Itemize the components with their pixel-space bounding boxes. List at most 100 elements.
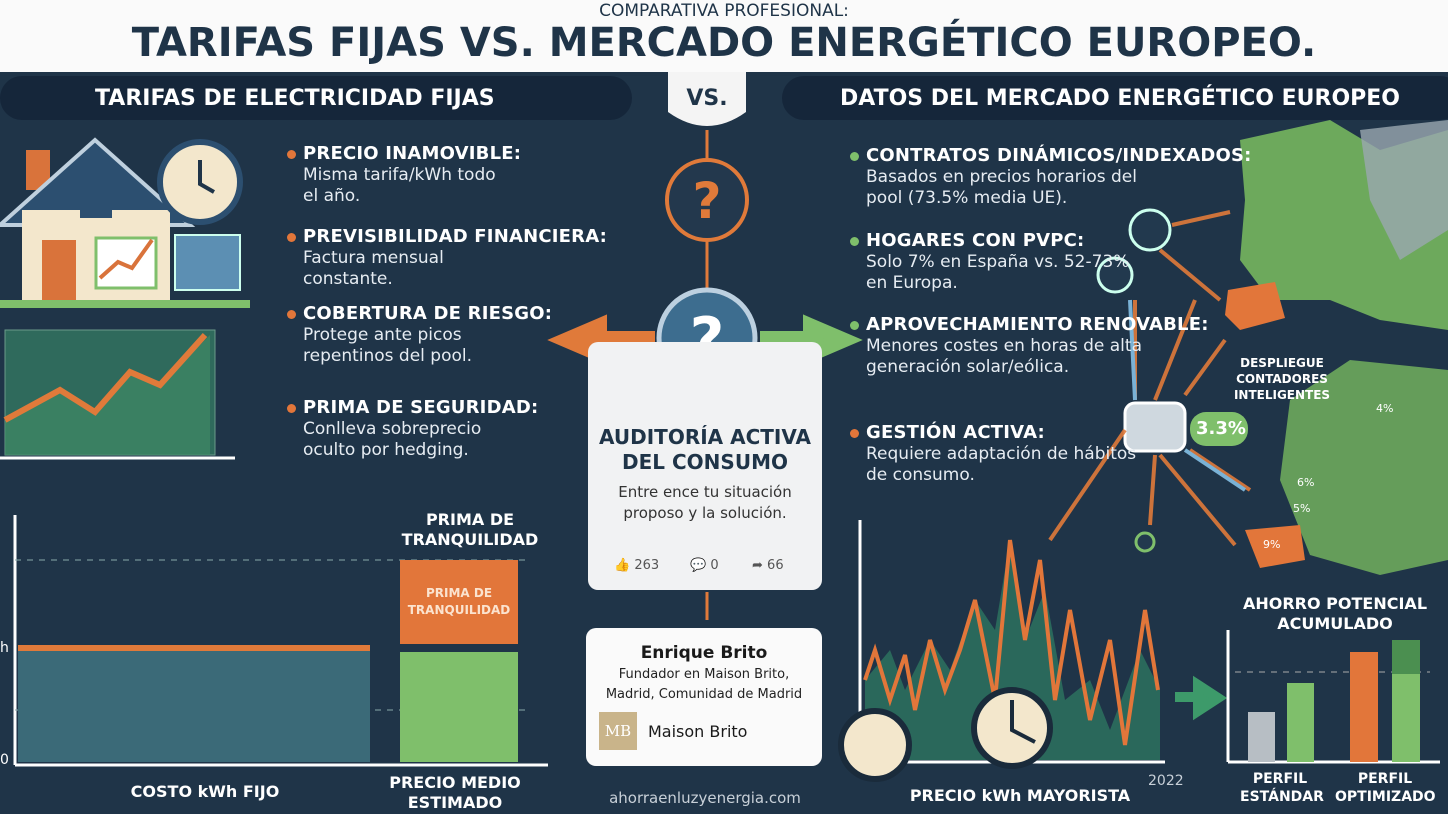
right-title: DATOS DEL MERCADO ENERGÉTICO EUROPEO — [840, 86, 1401, 111]
point-heading: GESTIÓN ACTIVA: — [866, 422, 1045, 443]
point-text: Factura mensual constante. — [303, 248, 444, 289]
profile-role: Fundador en Maison Brito, Madrid, Comuni… — [605, 667, 803, 702]
point-text: Solo 7% en España vs. 52-73% en Europa. — [866, 252, 1130, 293]
point-text: Conlleva sobreprecio oculto por hedging. — [303, 419, 482, 460]
decoration — [1128, 299, 1247, 492]
share-count: 66 — [767, 558, 784, 573]
decoration — [1245, 525, 1305, 568]
point-text: Requiere adaptación de hábitos de consum… — [866, 444, 1137, 485]
saving-bar — [1350, 652, 1378, 762]
region-label: 4% — [1376, 402, 1394, 415]
profile-name: Enrique Brito — [640, 643, 768, 663]
fixed-bar — [18, 650, 370, 762]
comment-count: 0 — [710, 558, 719, 573]
point-heading: COBERTURA DE RIESGO: — [303, 303, 553, 324]
region-label: 6% — [1297, 476, 1315, 489]
right-title-bar — [782, 76, 1448, 120]
bullet — [850, 321, 859, 330]
decoration — [1360, 120, 1448, 260]
decoration — [80, 188, 112, 218]
x-label: PRECIO MEDIO ESTIMADO — [389, 773, 521, 812]
point-heading: APROVECHAMIENTO RENOVABLE: — [866, 314, 1209, 335]
decoration — [1048, 210, 1252, 547]
decoration — [1134, 531, 1156, 553]
bullet — [287, 233, 296, 242]
vs-label: VS. — [686, 86, 728, 111]
price-line — [863, 539, 1160, 746]
decoration — [98, 238, 154, 280]
region-label: 9% — [1263, 538, 1281, 551]
decoration — [3, 332, 208, 423]
savings-title: AHORRO POTENCIAL ACUMULADO — [1242, 594, 1428, 633]
clock-icon — [838, 708, 912, 782]
point-heading: CONTRATOS DINÁMICOS/INDEXADOS: — [866, 145, 1252, 166]
point-text: Protege ante picos repentinos del pool. — [303, 325, 473, 366]
card-title: AUDITORÍA ACTIVA DEL CONSUMO — [599, 425, 811, 474]
left-title-bar — [0, 76, 632, 120]
premium-bar-label: PRIMA DE TRANQUILIDAD — [407, 586, 511, 617]
price-chart-label: PRECIO kWh MAYORISTA — [909, 786, 1131, 805]
bullet — [287, 404, 296, 413]
saving-bar — [1287, 683, 1314, 762]
saving-hatch — [1392, 640, 1420, 674]
decoration — [1010, 700, 1036, 744]
region-label: 5% — [1293, 502, 1311, 515]
decoration — [1128, 208, 1172, 252]
point-heading: PREVISIBILIDAD FINANCIERA: — [303, 226, 608, 247]
map-europe-2 — [1280, 360, 1448, 575]
decoration — [42, 240, 76, 302]
map-label: DESPLIEGUE CONTADORES INTELIGENTES — [1233, 356, 1331, 402]
like-count: 263 — [634, 558, 660, 573]
point-heading: PRIMA DE SEGURIDAD: — [303, 397, 539, 418]
y-label: h — [0, 640, 9, 656]
share-icon: ➦ — [752, 558, 763, 573]
likes[interactable]: 👍 263 — [614, 558, 659, 573]
point-text: Basados en precios horarios del pool (73… — [866, 167, 1137, 208]
decoration — [5, 335, 210, 455]
profile-card — [586, 628, 822, 766]
x-label: COSTO kWh FIJO — [130, 782, 280, 801]
shares[interactable]: ➦ 66 — [752, 558, 784, 573]
saving-bar — [1248, 712, 1275, 762]
decoration — [1225, 282, 1285, 330]
decoration — [1096, 256, 1134, 294]
premium-title: PRIMA DE TRANQUILIDAD — [401, 510, 539, 549]
question-mark: ? — [692, 172, 721, 230]
y-label: 0 — [0, 752, 9, 768]
year-label: 2022 — [1148, 773, 1184, 789]
meter-icon — [1123, 401, 1187, 453]
bullet — [850, 152, 859, 161]
x-label: PERFIL ESTÁNDAR — [1240, 771, 1324, 805]
title: TARIFAS FIJAS VS. MERCADO ENERGÉTICO EUR… — [131, 20, 1317, 66]
comments[interactable]: 💬 0 — [690, 558, 719, 573]
kicker: COMPARATIVA PROFESIONAL: — [599, 1, 849, 21]
bullet — [287, 150, 296, 159]
point-heading: HOGARES CON PVPC: — [866, 230, 1085, 251]
company-name[interactable]: Maison Brito — [648, 722, 748, 741]
audit-card — [588, 342, 822, 590]
bullet — [287, 310, 296, 319]
point-text: Misma tarifa/kWh todo el año. — [303, 165, 496, 206]
website[interactable]: ahorraenluzyenergia.com — [609, 789, 801, 807]
comment-icon: 💬 — [690, 558, 707, 573]
meter-value: 3.3% — [1196, 418, 1246, 439]
arrow-right — [760, 314, 863, 366]
like-icon: 👍 — [614, 558, 631, 573]
arrow — [1175, 675, 1228, 721]
solar-panel — [174, 234, 241, 291]
point-heading: PRECIO INAMOVIBLE: — [303, 143, 522, 164]
x-label: PERFIL OPTIMIZADO — [1335, 771, 1436, 805]
decoration — [0, 300, 250, 308]
decoration — [1190, 412, 1248, 446]
question-icon — [665, 158, 749, 242]
point-text: Menores costes en horas de alta generaci… — [866, 336, 1142, 377]
vs-badge — [668, 72, 746, 126]
decoration — [18, 645, 370, 651]
header-band — [0, 0, 1448, 72]
bullet — [850, 429, 859, 438]
decoration — [198, 160, 215, 194]
premium-bar — [400, 560, 518, 644]
